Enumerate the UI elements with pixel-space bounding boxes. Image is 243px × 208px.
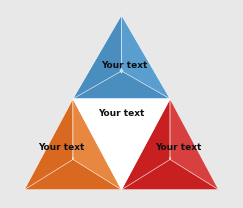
Text: Your text: Your text <box>38 143 85 152</box>
Polygon shape <box>73 15 123 99</box>
Polygon shape <box>24 99 73 190</box>
Text: Your text: Your text <box>98 109 145 118</box>
Text: Your text: Your text <box>155 143 201 152</box>
Polygon shape <box>72 99 122 190</box>
Polygon shape <box>73 99 170 190</box>
Text: Your text: Your text <box>101 61 148 70</box>
Polygon shape <box>170 157 171 159</box>
Polygon shape <box>122 99 171 190</box>
Polygon shape <box>73 15 170 99</box>
Polygon shape <box>72 157 73 159</box>
Polygon shape <box>122 99 219 190</box>
Polygon shape <box>120 15 170 99</box>
Polygon shape <box>24 99 122 190</box>
Polygon shape <box>170 99 219 190</box>
Polygon shape <box>120 70 123 73</box>
